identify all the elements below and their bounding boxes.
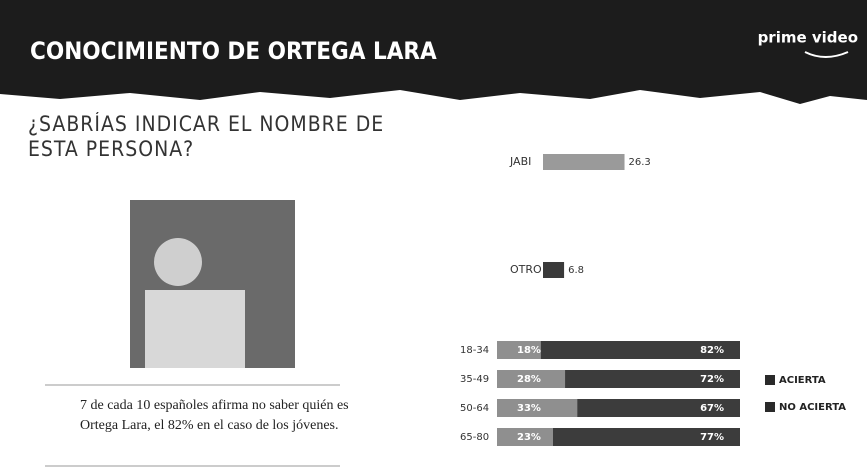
segment: [497, 399, 578, 417]
brand: prime video: [758, 29, 858, 47]
bar-label: OTRO: [510, 263, 542, 276]
brand-smile: [804, 51, 849, 58]
legend-swatch: [765, 402, 775, 412]
segment-label: 67%: [700, 403, 724, 414]
segment-label: 33%: [517, 403, 541, 414]
category-label: 18-34: [460, 345, 489, 356]
segment: [577, 399, 740, 417]
bar: [543, 154, 625, 170]
photo-body: [145, 290, 245, 368]
photo-face: [154, 238, 202, 286]
segment: [497, 370, 566, 388]
segment-label: 82%: [700, 345, 724, 356]
segment-label: 77%: [700, 432, 724, 443]
value-label: 6.8: [568, 265, 584, 276]
category-label: 35-49: [460, 374, 489, 385]
segment: [540, 341, 740, 359]
question-box: ¿SABRÍAS INDICAR EL NOMBRE DE ESTA PERSO…: [28, 112, 385, 161]
header-title: CONOCIMIENTO DE ORTEGA LARA: [30, 37, 437, 65]
legend-label: NO ACIERTA: [779, 402, 846, 413]
question: ¿SABRÍAS INDICAR EL NOMBRE DE ESTA PERSO…: [28, 112, 385, 161]
segment: [565, 370, 740, 388]
segment-label: 18%: [517, 345, 541, 356]
segment-label: 28%: [517, 374, 541, 385]
segment-label: 72%: [700, 374, 724, 385]
segment-label: 23%: [517, 432, 541, 443]
bar: [543, 262, 565, 278]
segment: [552, 428, 740, 446]
category-label: 50-64: [460, 403, 489, 414]
category-label: 65-80: [460, 432, 489, 443]
quote: 7 de cada 10 españoles afirma no saber q…: [80, 398, 349, 433]
quote-box: 7 de cada 10 españoles afirma no saber q…: [80, 398, 349, 433]
legend-swatch: [765, 375, 775, 385]
bar-label: JABI: [509, 155, 531, 168]
segment: [497, 428, 553, 446]
header-band: [0, 0, 867, 104]
segment: [497, 341, 541, 359]
value-label: 26.3: [629, 157, 651, 168]
legend-label: ACIERTA: [779, 375, 826, 386]
